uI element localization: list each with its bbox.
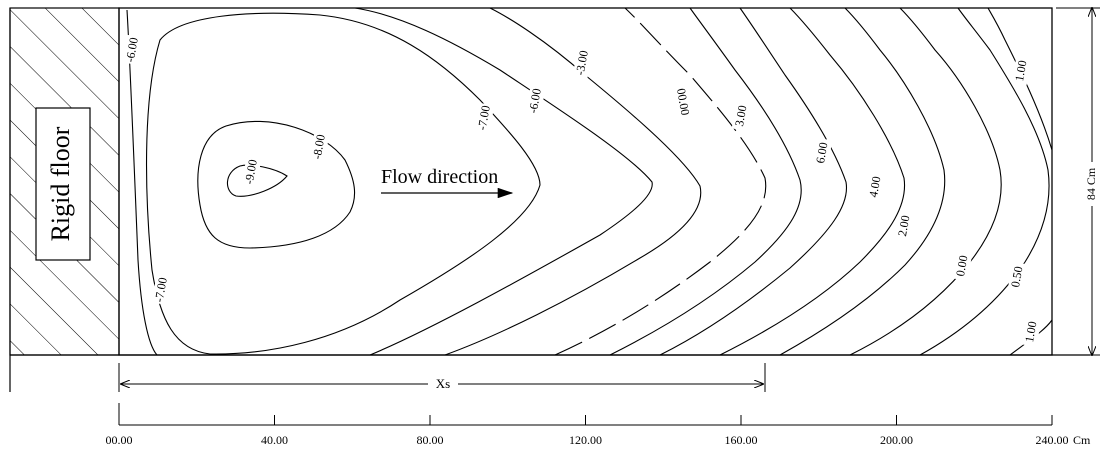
x-tick-label: 120.00 (569, 433, 602, 447)
contour-minus-7 (145, 12, 541, 355)
contour-minus-9 (226, 164, 288, 197)
contour-6 (659, 7, 848, 356)
label-minus-7-top: -7.00 (475, 104, 493, 131)
label-minus-8: -8.00 (310, 133, 328, 160)
contour-labels: -9.00 -8.00 -7.00 -7.00 -6.00 -6.00 -3.0… (122, 34, 1042, 348)
label-0-5: 0.50 (1008, 265, 1025, 288)
x-tick-label: 00.00 (106, 433, 133, 447)
label-1-top: 1.00 (1012, 59, 1029, 82)
x-axis-ticks: 00.00 40.00 80.00 120.00 160.00 200.00 240.00 (106, 415, 1069, 447)
contour-0-5 (919, 7, 1050, 356)
contour-0 (849, 7, 1002, 356)
label-minus-9: -9.00 (242, 158, 260, 185)
x-tick-label: 80.00 (417, 433, 444, 447)
label-4: 4.00 (866, 175, 883, 198)
contour-3 (609, 7, 802, 356)
contour-4 (719, 7, 906, 356)
label-minus-7-bottom: -7.00 (152, 276, 170, 303)
rigid-floor-label: Rigid floor (46, 126, 75, 241)
flow-direction: Flow direction (381, 166, 514, 199)
width-dimension: 84 Cm (1056, 8, 1100, 355)
contour-zero-dashed (554, 7, 767, 356)
x-tick-label: 200.00 (880, 433, 913, 447)
contour-2 (779, 7, 946, 356)
x-tick-label: 240.00 (1036, 433, 1069, 447)
label-minus-6-left: -6.00 (123, 36, 141, 63)
width-label: 84 Cm (1084, 167, 1098, 200)
xs-dimension: Xs (118, 363, 766, 392)
xs-label: Xs (436, 376, 450, 391)
label-zero-dashed: 00.00 (674, 87, 692, 116)
label-minus-3: -3.00 (573, 49, 591, 76)
flow-direction-label: Flow direction (381, 166, 498, 188)
contour-minus-3 (444, 7, 702, 356)
label-minus-6-mid: -6.00 (526, 87, 544, 114)
label-1-bottom: 1.00 (1022, 320, 1039, 343)
label-3: 3.00 (732, 104, 749, 127)
x-axis: 00.00 40.00 80.00 120.00 160.00 200.00 240.00 … (106, 403, 1091, 447)
label-2: 2.00 (895, 214, 912, 237)
x-tick-label: 160.00 (725, 433, 758, 447)
label-0: 0.00 (953, 254, 970, 277)
x-tick-label: 40.00 (261, 433, 288, 447)
label-6: 6.00 (813, 141, 830, 164)
x-axis-unit: Cm (1073, 433, 1091, 447)
rigid-floor: Rigid floor (9, 7, 120, 356)
